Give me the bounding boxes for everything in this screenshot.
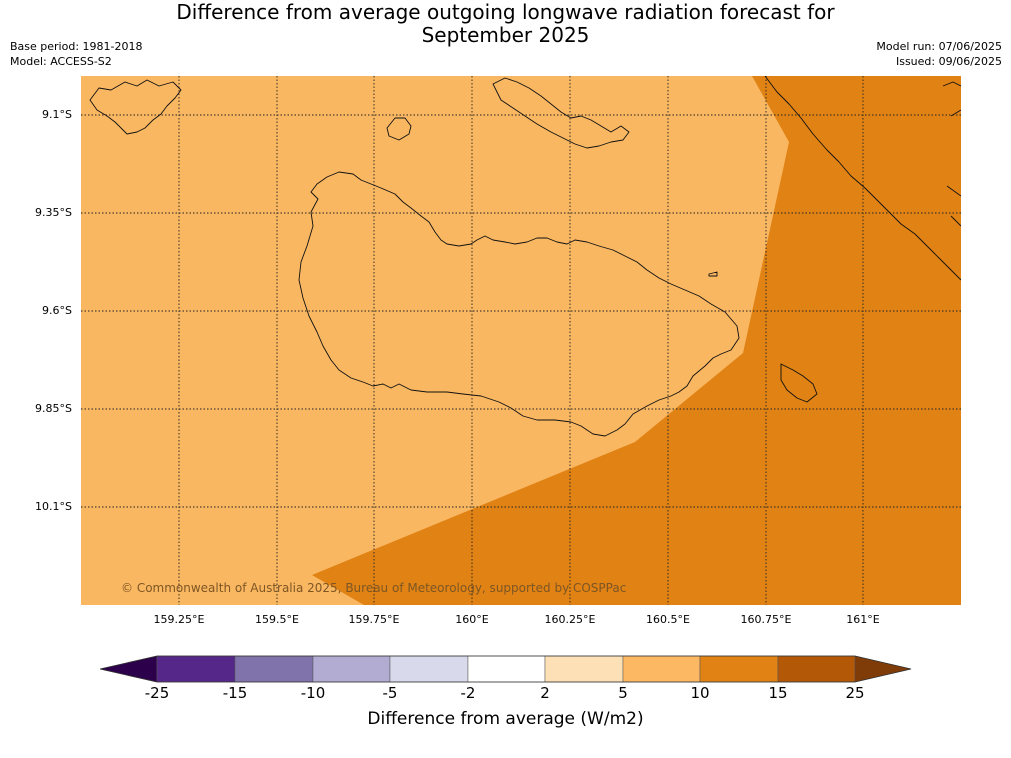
grid-lines (81, 76, 961, 605)
coastline-north-islands (492, 77, 630, 149)
coastline-small-island (386, 117, 412, 141)
coastline-east-islands (942, 81, 961, 227)
lon-tick-label: 159.75°E (348, 613, 400, 626)
zone-10-to-15 (312, 76, 961, 605)
base-period-label: Base period: 1981-2018 (10, 40, 143, 53)
lon-tick-label: 160.75°E (740, 613, 792, 626)
colorbar-tick-label: -10 (300, 684, 326, 702)
coastlines (89, 76, 961, 437)
colorbar-tick-label: -5 (382, 684, 398, 702)
colorbar-title: Difference from average (W/m2) (367, 709, 644, 729)
lat-tick-label: 10.1°S (35, 500, 72, 513)
lon-tick-label: 160.25°E (544, 613, 596, 626)
colorbar-tick-label: -15 (222, 684, 248, 702)
lat-tick-label: 9.6°S (42, 304, 72, 317)
colorbar-tick-label: 5 (618, 684, 628, 702)
colorbar-segment (312, 655, 391, 683)
map-title-line2: September 2025 (421, 23, 590, 47)
lon-tick-label: 160°E (455, 613, 489, 626)
copyright-text: © Commonwealth of Australia 2025, Bureau… (121, 581, 626, 595)
colorbar (100, 655, 912, 683)
colorbar-tick-label: 2 (540, 684, 550, 702)
colorbar-segment (156, 655, 236, 683)
colorbar-tick-label: 25 (845, 684, 865, 702)
colorbar-segment (389, 655, 469, 683)
map-panel: © Commonwealth of Australia 2025, Bureau… (81, 76, 961, 605)
lon-tick-label: 161°E (846, 613, 880, 626)
colorbar-segment (467, 655, 546, 683)
lat-tick-label: 9.85°S (35, 402, 72, 415)
lon-tick-label: 159.25°E (153, 613, 205, 626)
model-run-label: Model run: 07/06/2025 (876, 40, 1002, 53)
colorbar-tick-label: -2 (460, 684, 476, 702)
map-title-line1: Difference from average outgoing longwav… (176, 0, 835, 24)
guadalcanal-coastline (298, 171, 740, 437)
colorbar-segment (699, 655, 779, 683)
coastline-east-cape (780, 363, 818, 403)
lon-tick-label: 159.5°E (255, 613, 299, 626)
coastline-islet (708, 271, 718, 277)
lat-tick-label: 9.35°S (35, 206, 72, 219)
coastline-northwest (89, 79, 182, 135)
colorbar-tick-label: -25 (144, 684, 170, 702)
colorbar-tick-label: 10 (690, 684, 710, 702)
colorbar-tick-label: 15 (768, 684, 788, 702)
issued-label: Issued: 09/06/2025 (895, 55, 1002, 68)
colorbar-segment (544, 655, 624, 683)
lat-tick-label: 9.1°S (42, 108, 72, 121)
colorbar-segment (777, 655, 856, 683)
colorbar-segment (100, 655, 158, 683)
coastline-northeast (764, 76, 961, 281)
model-label: Model: ACCESS-S2 (10, 55, 112, 68)
colorbar-segment (622, 655, 701, 683)
lon-tick-label: 160.5°E (646, 613, 690, 626)
colorbar-segment (854, 655, 912, 683)
colorbar-segment (234, 655, 314, 683)
